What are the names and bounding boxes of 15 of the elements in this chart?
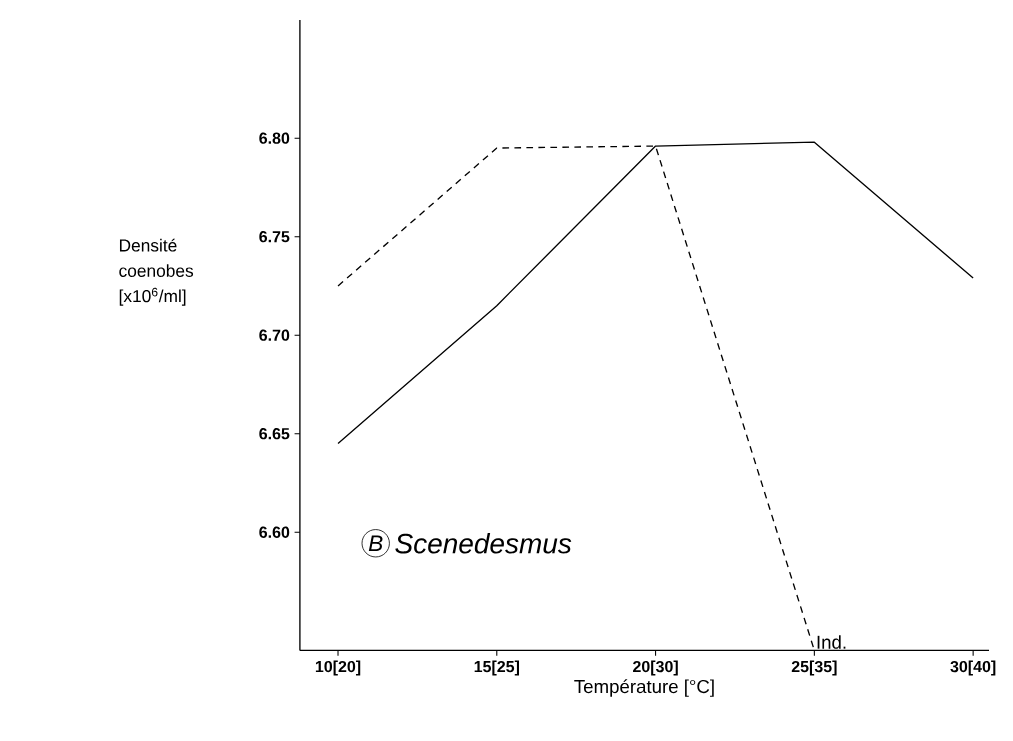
annotation: Ind. <box>817 635 846 649</box>
x-axis-title: Température [°C] <box>574 679 714 697</box>
y-axis-title: Densité coenobes [x10$^{6}$/ml] <box>119 238 194 306</box>
x-tick-label: 15[25] <box>474 660 520 676</box>
annotation: B <box>368 535 383 552</box>
x-tick-label: 20[30] <box>633 660 678 676</box>
x-tick-label: 25[35] <box>791 660 837 676</box>
y-tick-label: 6.75 <box>259 231 290 243</box>
x-tick-label: 30[40] <box>950 660 996 676</box>
y-tick-label: 6.60 <box>259 526 290 538</box>
y-tick-label: 6.80 <box>259 132 290 144</box>
y-tick-label: 6.65 <box>259 428 290 440</box>
x-tick-label: 10[20] <box>315 660 361 676</box>
annotation: Scenedesmus <box>395 532 572 554</box>
y-tick-label: 6.70 <box>259 329 290 341</box>
